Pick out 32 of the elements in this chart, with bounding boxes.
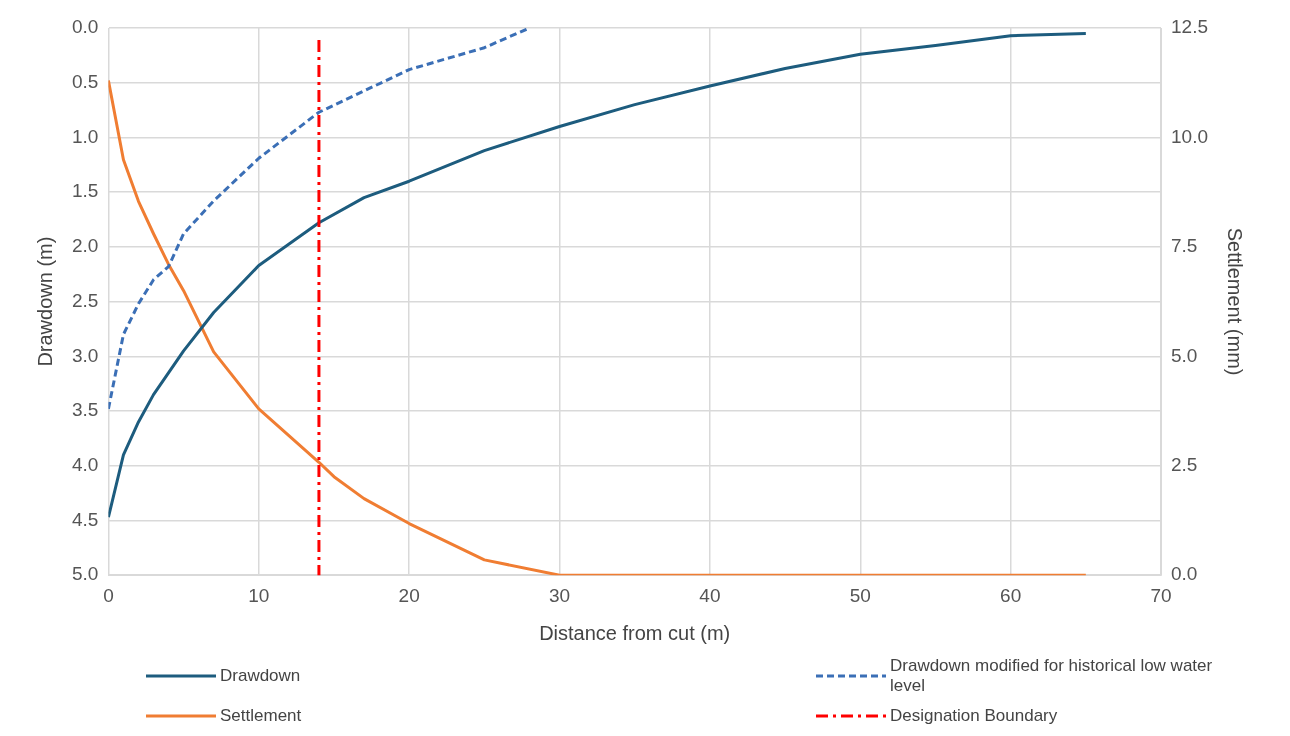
y-tick-label: 3.5 (71, 399, 99, 421)
y2-tick-label: 2.5 (1171, 453, 1198, 475)
y-tick-label: 2.5 (71, 289, 99, 311)
y-axis-title: Drawdown (m) (33, 236, 56, 367)
y-tick-label: 1.0 (71, 125, 99, 147)
y-tick-label: 2.0 (71, 235, 99, 257)
x-tick-label: 0 (103, 584, 114, 606)
x-tick-label: 60 (1000, 584, 1022, 606)
x-tick-label: 70 (1150, 584, 1172, 606)
y-tick-label: 0.0 (71, 16, 99, 38)
y-tick-label: 1.5 (71, 180, 99, 202)
y-tick-label: 3.0 (71, 344, 99, 366)
x-axis-title: Distance from cut (m) (539, 621, 731, 644)
y-tick-label: 0.5 (71, 70, 99, 92)
x-tick-label: 20 (398, 584, 420, 606)
legend-label: Drawdown (220, 666, 301, 686)
y2-tick-label: 10.0 (1171, 125, 1208, 147)
y2-axis-title: Settlement (mm) (1224, 227, 1247, 376)
y-tick-label: 4.5 (71, 508, 99, 530)
y-tick-label: 4.0 (71, 453, 99, 475)
y2-tick-label: 0.0 (1171, 563, 1198, 585)
x-tick-label: 40 (699, 584, 721, 606)
y2-tick-label: 12.5 (1171, 16, 1208, 38)
y2-tick-label: 7.5 (1171, 235, 1198, 257)
legend-label: Drawdown modified for historical low water level (890, 656, 1214, 696)
x-tick-label: 30 (548, 584, 571, 606)
legend-label: Settlement (220, 706, 302, 726)
y2-tick-label: 5.0 (1171, 344, 1198, 366)
x-tick-label: 50 (849, 584, 871, 606)
x-tick-label: 10 (248, 584, 270, 606)
legend-label: Designation Boundary (890, 706, 1058, 726)
y-tick-label: 5.0 (71, 563, 99, 585)
